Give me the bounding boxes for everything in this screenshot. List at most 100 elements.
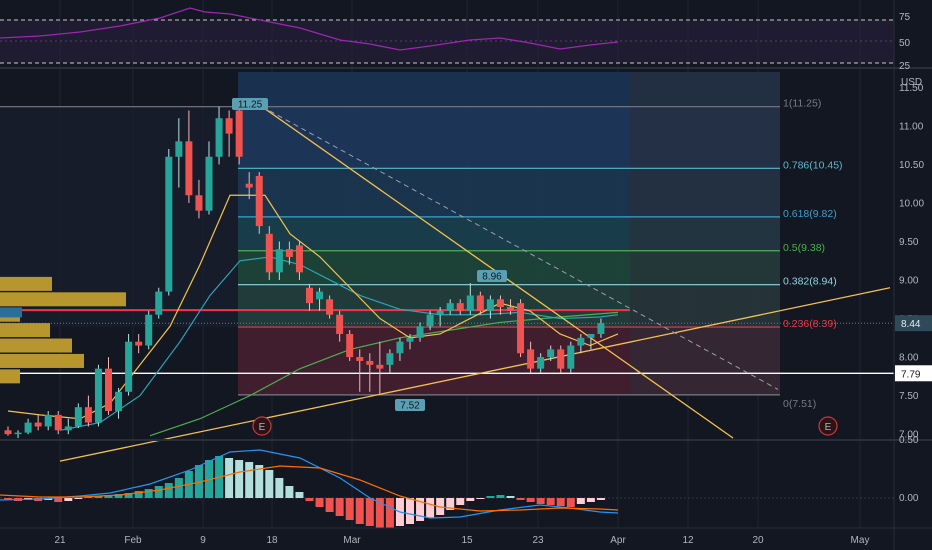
macd-histogram-bar [536,498,545,504]
macd-histogram-bar [194,465,203,498]
fib-level-label: 0.618(9.82) [783,208,837,220]
moving-average-50 [149,311,619,437]
candle-body [125,341,133,392]
macd-line [0,449,619,519]
current-price-label: 8.44 [901,319,921,330]
price-tick-label: 9.50 [899,237,919,248]
candle-body [14,432,22,435]
candle-body [587,333,595,338]
rsi-tick-label: 25 [899,61,911,72]
volume-profile-bar [0,338,72,353]
earnings-marker-label: E [259,422,266,433]
macd-histogram-bar [375,498,384,528]
volume-profile-bar [0,323,50,338]
high-annotation: 11.25 [238,100,263,111]
macd-histogram-bar [576,498,585,504]
macd-histogram-bar [295,492,304,498]
time-tick-label: May [851,535,870,546]
marked-price-tag [895,365,932,382]
mid-high-annotation-box [477,270,507,282]
macd-histogram-bar [596,498,605,500]
macd-tick-label: 0.50 [899,435,919,446]
earnings-marker-icon [818,416,838,436]
candle-body [235,110,243,157]
macd-histogram-bar [285,486,294,498]
candle-body [64,426,72,431]
candle-body [225,118,233,134]
candle-body [265,233,273,273]
candle-body [185,141,193,196]
candle-body [356,357,364,361]
candle-body [215,118,223,157]
candle-body [336,314,344,334]
macd-histogram-bar [305,498,314,501]
macd-histogram-bar [44,498,53,500]
time-tick-label: 12 [682,535,694,546]
candle-body [306,287,313,304]
candle-body [456,303,464,311]
rsi-line [0,7,619,51]
macd-histogram-bar [426,498,435,518]
candle-body [326,299,334,315]
rsi-band [0,20,894,63]
earnings-marker-label: E [825,422,832,433]
mid-high-annotation: 8.96 [482,272,502,283]
candle-body [34,422,42,427]
macd-histogram-bar [144,489,153,498]
macd-histogram-bar [506,496,515,498]
candle-body [245,183,253,188]
fib-level-label: 0.786(10.45) [783,159,843,171]
macd-histogram-bar [335,498,344,516]
candle-body [145,314,153,346]
low-annotation: 7.52 [400,401,420,412]
candle-body [496,299,504,308]
candle-body [426,314,434,327]
macd-histogram-bar [74,498,83,499]
candle-body [346,333,354,358]
macd-histogram-bar [446,498,455,510]
candle-body [376,364,384,369]
macd-histogram-bar [64,498,73,501]
currency-label: USD [901,77,922,88]
macd-signal-line [0,465,619,512]
trendline-up [59,287,891,462]
macd-histogram-bar [205,460,213,498]
macd-histogram-bar [365,498,374,526]
candle-body [507,307,514,311]
candle-body [24,422,32,433]
candle-body [316,291,324,300]
price-tick-label: 7.00 [899,430,919,441]
earnings-marker-icon [252,416,272,436]
macd-histogram-bar [255,465,264,498]
macd-histogram-bar [385,498,394,528]
candle-body [517,303,525,354]
price-tick-label: 10.50 [899,160,924,171]
macd-histogram-bar [516,498,525,500]
macd-histogram-bar [124,493,133,498]
macd-histogram-bar [114,494,123,498]
volume-profile-bar [0,307,22,318]
macd-histogram-bar [476,498,485,499]
macd-histogram-bar [355,498,364,524]
candles [4,106,605,438]
candle-body [466,295,474,311]
price-tick-label: 7.50 [899,391,919,402]
candle-body [84,407,92,423]
macd-histogram-bar [466,498,475,501]
volume-profile-bar [0,369,20,384]
candle-body [255,176,263,227]
macd-tick-label: 0.00 [899,493,919,504]
candle-body [396,341,404,354]
macd-histogram-bar [54,498,63,502]
macd-histogram-bar [235,460,244,498]
candle-body [386,353,394,365]
candle-body [4,430,12,435]
candle-body [74,407,82,427]
macd-histogram-bar [325,498,334,512]
candle-body [275,249,283,273]
candle-body [175,141,183,157]
macd-histogram-bar [556,498,565,506]
marked-price-label: 7.79 [901,369,921,380]
